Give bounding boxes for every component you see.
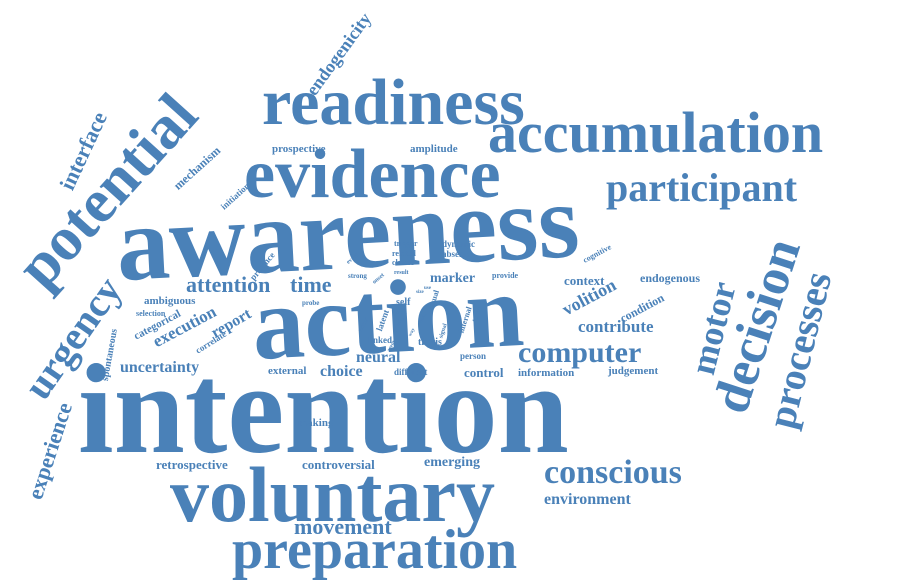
- word-participant: participant: [606, 165, 798, 210]
- word-related: related: [392, 249, 416, 258]
- word-control: control: [464, 365, 504, 380]
- word-contribute: contribute: [578, 317, 654, 336]
- word-external: external: [268, 365, 307, 377]
- word-time: time: [290, 272, 332, 297]
- word-trigger: trigger: [394, 239, 418, 248]
- word-provide: provide: [492, 271, 519, 280]
- word-different: different: [394, 367, 428, 377]
- word-task: task: [396, 310, 407, 316]
- word-experience: experience: [22, 399, 77, 503]
- word-absence: absence: [442, 249, 472, 259]
- word-endogenous: endogenous: [640, 271, 701, 285]
- word-self: self: [396, 297, 411, 308]
- word-cognitive: cognitive: [581, 242, 613, 265]
- word-prospective: prospective: [272, 143, 326, 155]
- word-neural: neural: [356, 349, 401, 366]
- word-uncertainty: uncertainty: [120, 359, 200, 376]
- word-conscious: conscious: [544, 454, 682, 491]
- word-preparation: preparation: [232, 519, 518, 581]
- word-strong: strong: [348, 272, 367, 280]
- word-information: information: [518, 367, 575, 379]
- word-ambiguous: ambiguous: [144, 295, 196, 307]
- word-computer: computer: [518, 336, 642, 369]
- word-evidence: evidence: [244, 136, 501, 213]
- word-controversial: controversial: [302, 457, 375, 472]
- word-result: result: [394, 270, 409, 276]
- word-intention: intention: [78, 338, 569, 480]
- word-judgement: judgement: [608, 365, 659, 377]
- word-probe: probe: [302, 299, 320, 307]
- word-voluntary: voluntary: [170, 451, 496, 538]
- word-thesis: thesis: [418, 337, 442, 348]
- word-marker: marker: [430, 271, 476, 286]
- word-linked: linked: [368, 335, 393, 345]
- word-amplitude: amplitude: [410, 143, 458, 155]
- word-use: use: [424, 286, 431, 291]
- word-retrospective: retrospective: [156, 457, 228, 472]
- word-accumulation: accumulation: [488, 100, 824, 165]
- word-making: making: [298, 417, 334, 429]
- word-movement: movement: [294, 514, 392, 539]
- word-context: context: [564, 273, 605, 288]
- word-act: act: [398, 318, 405, 323]
- word-choice: choice: [320, 363, 363, 380]
- word-selection: selection: [136, 309, 166, 318]
- word-classic: classic: [392, 258, 414, 267]
- word-readiness: readiness: [262, 66, 525, 139]
- word-dynamic: dynamic: [442, 239, 476, 249]
- word-environment: environment: [544, 491, 631, 508]
- word-size: size: [416, 290, 424, 295]
- word-attention: attention: [186, 272, 271, 297]
- word-emerging: emerging: [424, 455, 480, 470]
- word-person: person: [460, 351, 487, 361]
